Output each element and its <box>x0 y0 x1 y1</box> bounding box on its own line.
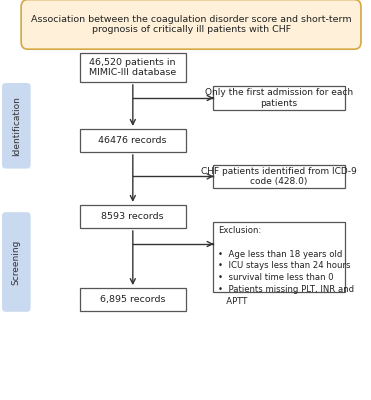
Text: 46,520 patients in
MIMIC-III database: 46,520 patients in MIMIC-III database <box>89 58 176 77</box>
FancyBboxPatch shape <box>3 84 30 168</box>
Text: Only the first admission for each
patients: Only the first admission for each patien… <box>205 88 353 108</box>
FancyBboxPatch shape <box>80 205 186 228</box>
Text: Exclusion:

•  Age less than 18 years old
•  ICU stays less than 24 hours
•  sur: Exclusion: • Age less than 18 years old … <box>218 226 354 306</box>
Text: Screening: Screening <box>12 239 21 285</box>
FancyBboxPatch shape <box>213 86 345 110</box>
Text: Association between the coagulation disorder score and short-term
prognosis of c: Association between the coagulation diso… <box>31 15 351 34</box>
Text: 6,895 records: 6,895 records <box>100 295 165 304</box>
FancyBboxPatch shape <box>80 129 186 152</box>
Text: CHF patients identified from ICD-9
code (428.0): CHF patients identified from ICD-9 code … <box>201 167 357 186</box>
FancyBboxPatch shape <box>21 0 361 49</box>
FancyBboxPatch shape <box>213 165 345 188</box>
FancyBboxPatch shape <box>80 53 186 82</box>
FancyBboxPatch shape <box>3 213 30 311</box>
Text: 8593 records: 8593 records <box>101 212 164 221</box>
FancyBboxPatch shape <box>80 288 186 311</box>
Text: 46476 records: 46476 records <box>98 136 167 145</box>
FancyBboxPatch shape <box>213 222 345 292</box>
Text: Identification: Identification <box>12 96 21 156</box>
